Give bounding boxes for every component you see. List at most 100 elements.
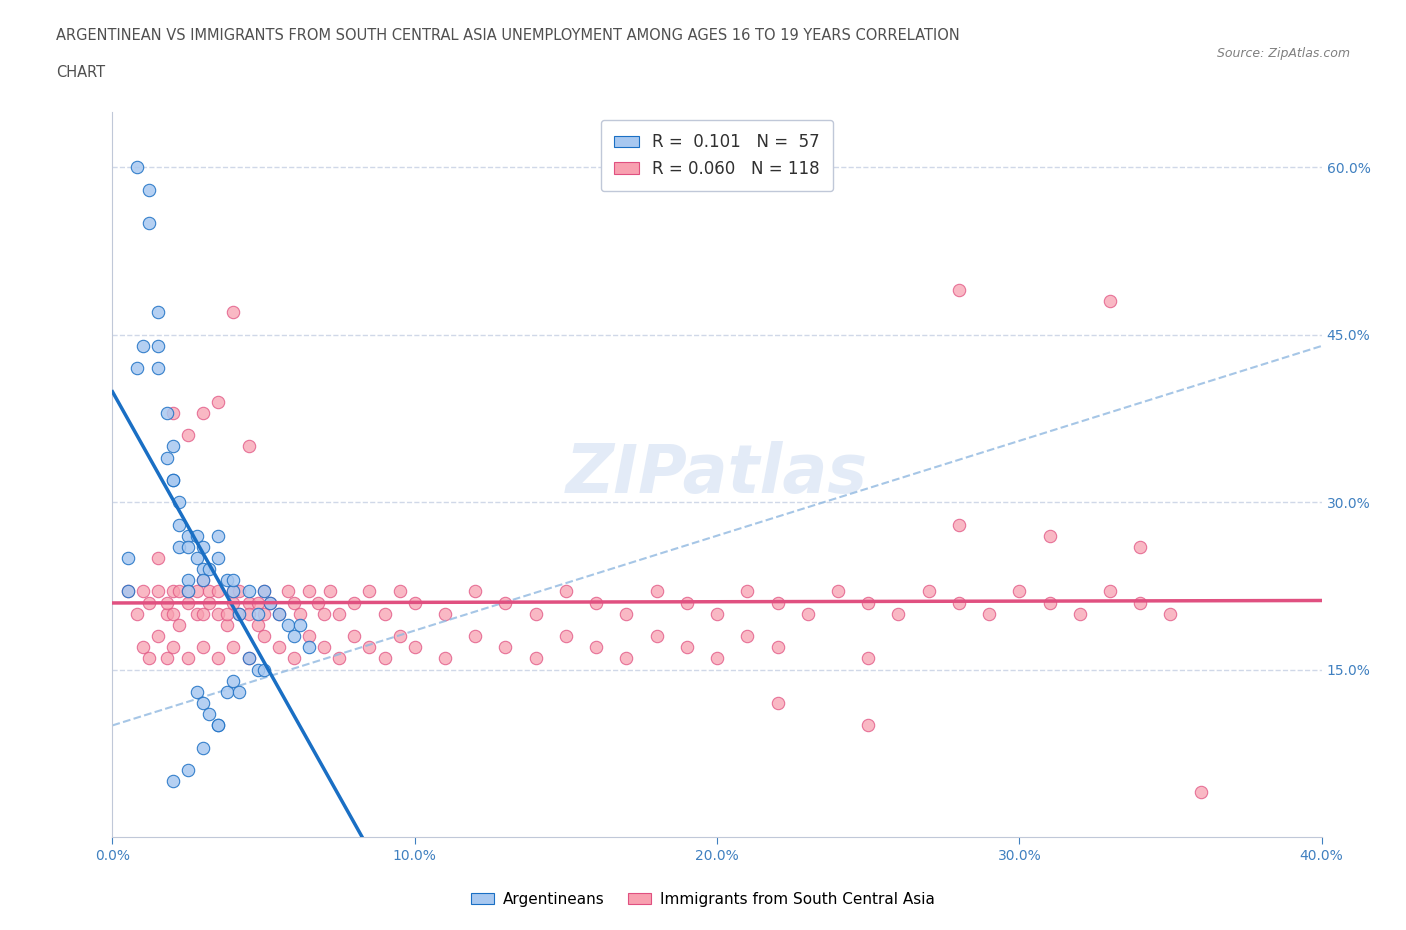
Point — [191, 539, 214, 554]
Point — [887, 606, 910, 621]
Point — [146, 551, 169, 565]
Point — [207, 394, 229, 409]
Point — [796, 606, 818, 621]
Point — [146, 584, 169, 599]
Point — [766, 696, 789, 711]
Point — [267, 606, 290, 621]
Point — [186, 551, 208, 565]
Point — [253, 606, 276, 621]
Point — [186, 584, 208, 599]
Point — [162, 472, 184, 487]
Point — [404, 595, 426, 610]
Point — [156, 450, 179, 465]
Point — [177, 528, 200, 543]
Point — [737, 629, 759, 644]
Point — [146, 629, 169, 644]
Point — [918, 584, 941, 599]
Point — [177, 584, 200, 599]
Point — [228, 606, 250, 621]
Point — [645, 629, 668, 644]
Point — [132, 640, 155, 655]
Point — [138, 651, 160, 666]
Point — [238, 584, 260, 599]
Point — [298, 640, 321, 655]
Point — [277, 618, 299, 632]
Point — [191, 573, 214, 588]
Point — [259, 595, 281, 610]
Point — [162, 472, 184, 487]
Point — [464, 629, 486, 644]
Point — [1038, 595, 1062, 610]
Point — [156, 595, 179, 610]
Point — [585, 595, 607, 610]
Legend: R =  0.101   N =  57, R = 0.060   N = 118: R = 0.101 N = 57, R = 0.060 N = 118 — [600, 120, 834, 191]
Point — [146, 361, 169, 376]
Point — [1038, 528, 1062, 543]
Point — [177, 651, 200, 666]
Point — [374, 606, 396, 621]
Point — [167, 618, 190, 632]
Point — [948, 517, 970, 532]
Point — [167, 584, 190, 599]
Point — [307, 595, 329, 610]
Point — [298, 584, 321, 599]
Point — [328, 651, 350, 666]
Point — [207, 606, 229, 621]
Point — [156, 606, 179, 621]
Text: ARGENTINEAN VS IMMIGRANTS FROM SOUTH CENTRAL ASIA UNEMPLOYMENT AMONG AGES 16 TO : ARGENTINEAN VS IMMIGRANTS FROM SOUTH CEN… — [56, 28, 960, 43]
Point — [253, 584, 276, 599]
Point — [156, 651, 179, 666]
Point — [253, 662, 276, 677]
Point — [856, 595, 880, 610]
Point — [675, 595, 697, 610]
Point — [343, 595, 366, 610]
Point — [186, 528, 208, 543]
Point — [207, 551, 229, 565]
Point — [524, 651, 547, 666]
Point — [125, 361, 148, 376]
Point — [167, 495, 190, 510]
Point — [207, 528, 229, 543]
Point — [827, 584, 849, 599]
Point — [198, 562, 221, 577]
Point — [1189, 785, 1212, 800]
Point — [554, 629, 576, 644]
Point — [217, 618, 239, 632]
Point — [167, 539, 190, 554]
Point — [283, 629, 305, 644]
Point — [298, 629, 321, 644]
Point — [222, 595, 245, 610]
Point — [253, 584, 276, 599]
Point — [146, 305, 169, 320]
Point — [319, 584, 342, 599]
Point — [388, 629, 411, 644]
Point — [191, 606, 214, 621]
Point — [162, 606, 184, 621]
Point — [404, 640, 426, 655]
Point — [1069, 606, 1091, 621]
Point — [228, 606, 250, 621]
Point — [977, 606, 1000, 621]
Point — [283, 595, 305, 610]
Point — [125, 606, 148, 621]
Point — [585, 640, 607, 655]
Point — [222, 673, 245, 688]
Point — [222, 584, 245, 599]
Point — [1098, 294, 1121, 309]
Text: Source: ZipAtlas.com: Source: ZipAtlas.com — [1216, 46, 1350, 60]
Point — [125, 160, 148, 175]
Legend: Argentineans, Immigrants from South Central Asia: Argentineans, Immigrants from South Cent… — [465, 886, 941, 913]
Point — [228, 584, 250, 599]
Point — [146, 339, 169, 353]
Point — [207, 651, 229, 666]
Point — [1008, 584, 1031, 599]
Point — [374, 651, 396, 666]
Point — [207, 718, 229, 733]
Point — [177, 428, 200, 443]
Point — [162, 774, 184, 789]
Point — [177, 539, 200, 554]
Point — [177, 584, 200, 599]
Point — [198, 595, 221, 610]
Point — [191, 562, 214, 577]
Point — [177, 763, 200, 777]
